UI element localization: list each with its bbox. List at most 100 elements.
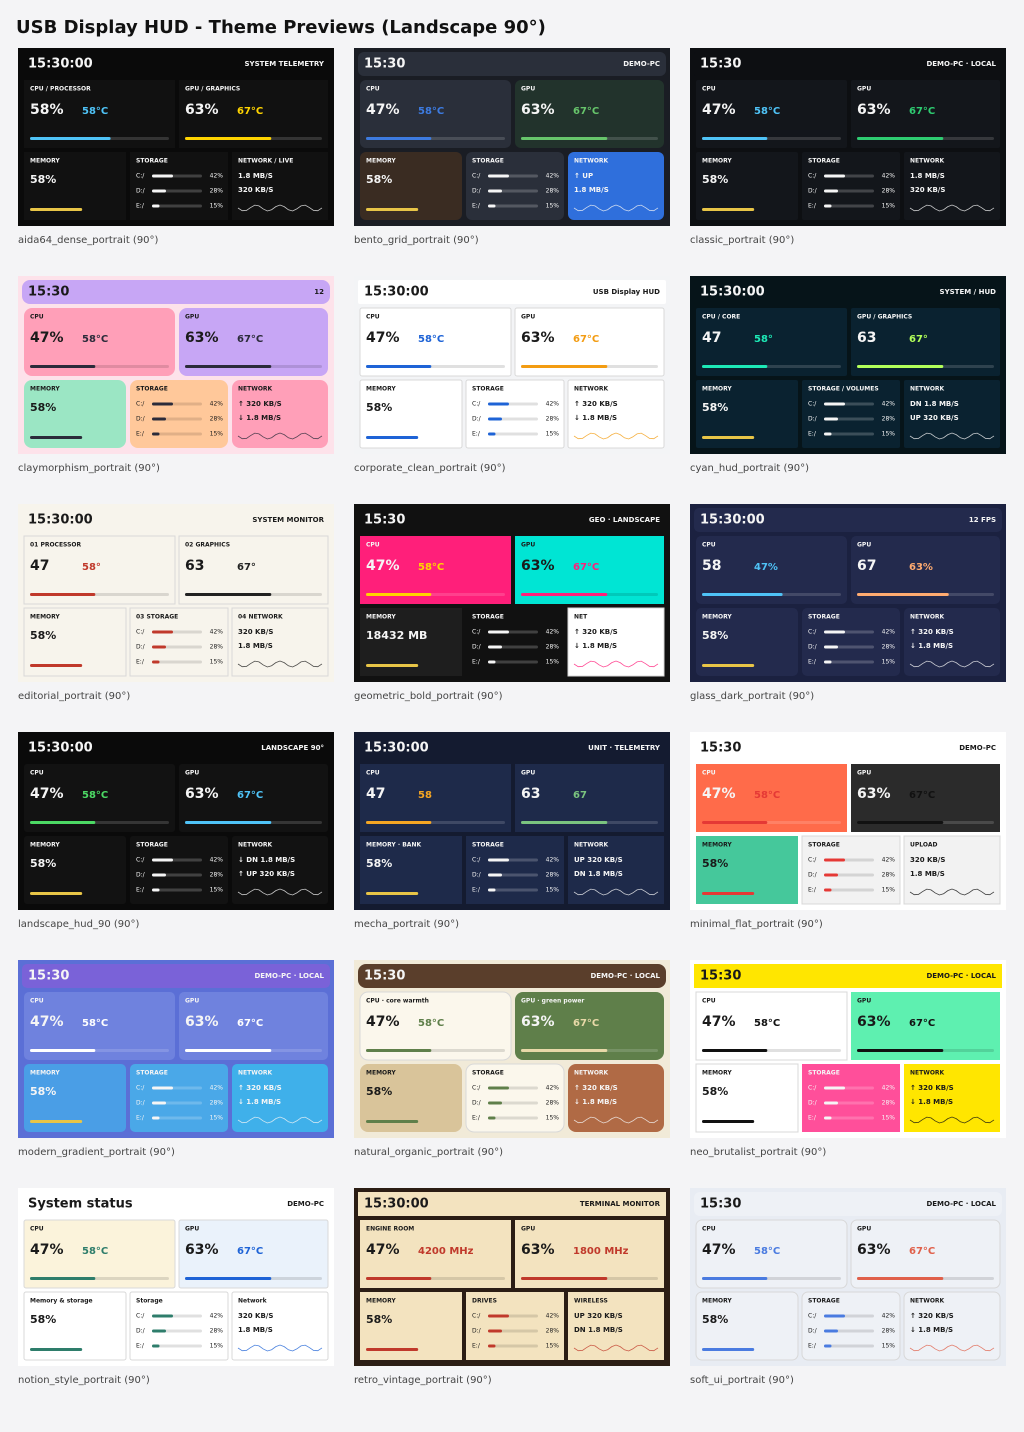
drive-name: C:/ [808, 401, 817, 408]
bar-track [824, 432, 874, 436]
temperature: 58°C [82, 1246, 108, 1257]
bar [488, 189, 502, 193]
panel-label: UPLOAD [910, 842, 937, 849]
network-down: UP 320 KB/S [910, 414, 959, 422]
theme-preview: 15:30 DEMO-PC · LOCAL CPU 47% 58°C GPU 63% 67°C… [690, 1188, 1006, 1366]
bar [185, 365, 272, 368]
preview-caption: aida64_dense_portrait (90°) [18, 235, 159, 246]
bar [30, 365, 96, 368]
panel [802, 608, 900, 676]
temperature: 67°C [909, 1018, 935, 1029]
panel [696, 308, 847, 376]
bar [702, 1049, 768, 1052]
network-down: ↓ 1.8 MB/S [574, 1098, 617, 1106]
drive-percent: 15% [882, 1343, 896, 1350]
panel-label: STORAGE [808, 158, 840, 165]
time: 15:30:00 [364, 1197, 429, 1212]
panel [178, 1219, 329, 1289]
drive-percent: 42% [882, 401, 896, 408]
panel [850, 1219, 1001, 1289]
load: 63% [521, 1014, 555, 1030]
panel [129, 607, 229, 677]
panel [360, 1064, 462, 1132]
temperature: 67°C [237, 790, 263, 801]
drive-name: D:/ [136, 416, 146, 423]
bar [488, 174, 509, 178]
panel-label: MEMORY · BANK [366, 842, 421, 849]
bar [152, 1314, 173, 1318]
network-down: ↓ 1.8 MB/S [910, 1326, 953, 1334]
panel-label: STORAGE [136, 842, 168, 849]
panel [179, 80, 328, 148]
bar-track [152, 1116, 202, 1120]
drive-percent: 15% [546, 1115, 560, 1122]
panel-label: 01 PROCESSOR [30, 542, 82, 549]
theme-preview: 15:30:00 UNIT · TELEMETRY CPU 47 58 GPU 63 67 ME… [354, 732, 670, 910]
panel [696, 80, 847, 148]
panel-label: NETWORK [910, 158, 945, 165]
panel-label: STORAGE [472, 158, 504, 165]
drive-percent: 15% [882, 203, 896, 210]
panel [466, 836, 564, 904]
network-down: ↓ 1.8 MB/S [574, 414, 617, 422]
panel [130, 380, 228, 448]
network-down: ↓ 1.8 MB/S [574, 642, 617, 650]
bar [521, 1277, 608, 1280]
panel [359, 991, 512, 1061]
panel [466, 608, 564, 676]
drive-percent: 28% [210, 1100, 224, 1107]
temperature: 67°C [237, 1018, 263, 1029]
bar [152, 204, 160, 208]
time: 15:30:00 [364, 741, 429, 756]
header-text: DEMO-PC [287, 1200, 324, 1208]
preview-header [358, 280, 666, 304]
bar [152, 873, 166, 877]
bar-track [824, 888, 874, 892]
bar [185, 1049, 272, 1052]
bar [185, 593, 272, 596]
panel [179, 308, 328, 376]
panel-label: MEMORY [702, 842, 732, 849]
bar [30, 1049, 96, 1052]
time: 15:30:00 [28, 57, 93, 72]
drive-percent: 28% [882, 644, 896, 651]
bar-track [488, 1116, 538, 1120]
panel [903, 1291, 1001, 1361]
panel-label: MEMORY [30, 158, 60, 165]
bar [521, 821, 608, 824]
preview-header [358, 736, 666, 760]
temperature: 67°C [909, 790, 935, 801]
panel [904, 1064, 1000, 1132]
drive-percent: 42% [210, 629, 224, 636]
panel [23, 535, 176, 605]
time: 15:30 [700, 969, 741, 984]
drive-name: D:/ [136, 1328, 146, 1335]
network-wave [237, 1116, 323, 1124]
memory-value: 58% [30, 1085, 56, 1098]
drive-name: E:/ [136, 431, 145, 438]
bar [366, 821, 432, 824]
load: 63% [521, 330, 555, 346]
panel-label: CPU [702, 1226, 716, 1233]
bar [488, 432, 496, 436]
drive-name: C:/ [136, 1085, 145, 1092]
drive-percent: 28% [546, 644, 560, 651]
load: 63% [857, 786, 891, 802]
memory-bar [366, 1120, 419, 1123]
temperature: 47% [754, 562, 778, 573]
load: 63% [857, 102, 891, 118]
panel-label: MEMORY [366, 386, 396, 393]
drive-percent: 42% [546, 401, 560, 408]
drive-name: D:/ [808, 1328, 818, 1335]
network-down: ↓ 1.8 MB/S [238, 1098, 281, 1106]
preview-header [22, 280, 330, 304]
panel-label: CPU [30, 1226, 44, 1233]
time: 15:30:00 [700, 285, 765, 300]
panel-label: GPU [521, 770, 535, 777]
panel-label: STORAGE [808, 1298, 840, 1305]
load: 63% [185, 102, 219, 118]
time: 15:30 [700, 57, 741, 72]
load: 47% [702, 786, 736, 802]
memory-bar [702, 436, 755, 439]
panel-label: Storage [136, 1298, 163, 1305]
